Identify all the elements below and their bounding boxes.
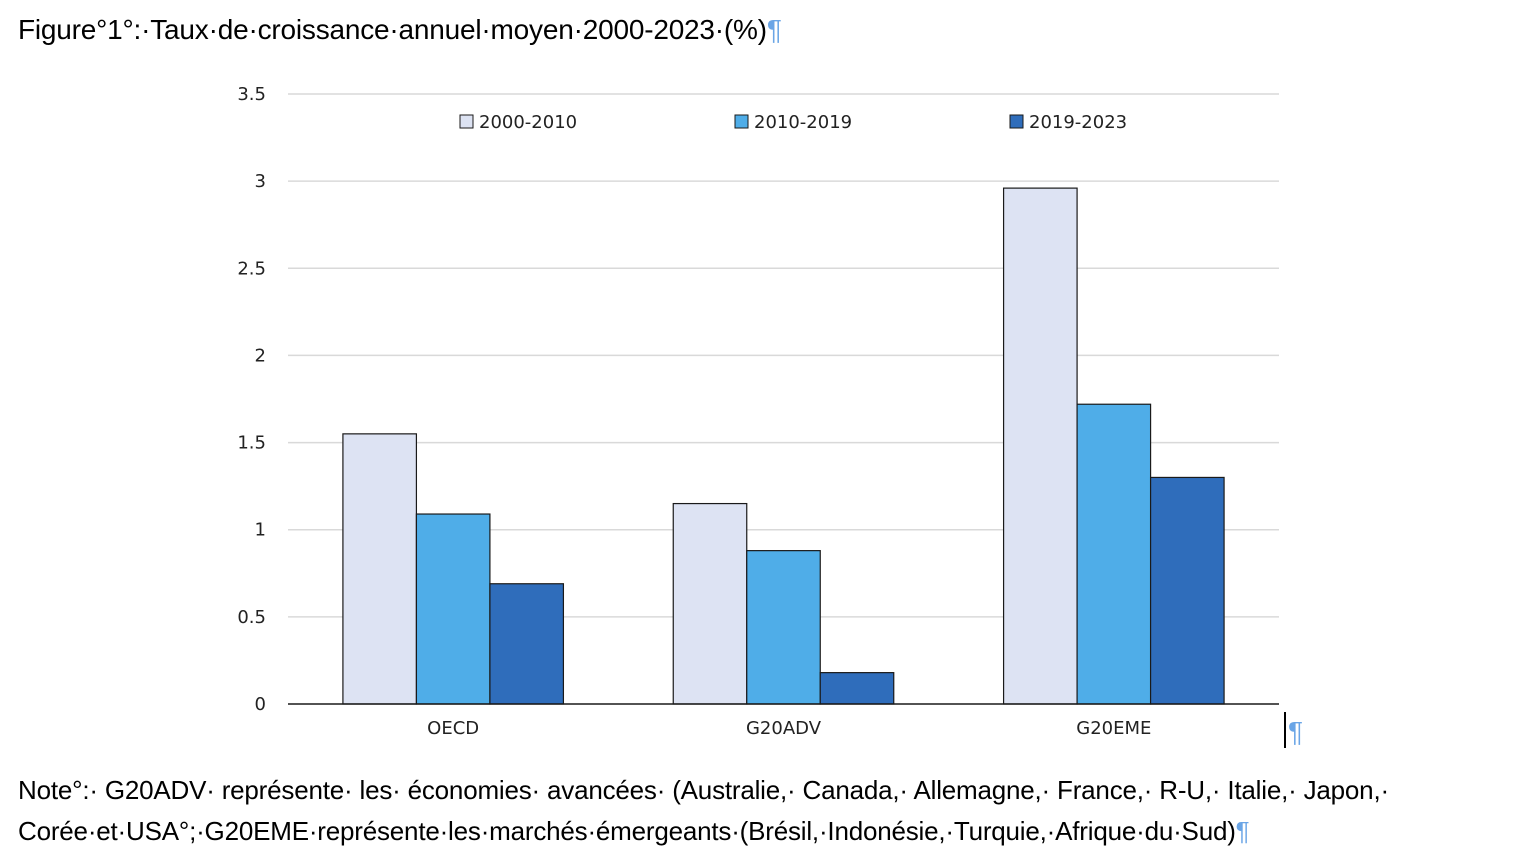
bar-chart: 0 0.5 1 1.5 2 2.5 3 3.5 OECD G20ADV G20EME 2000-2… — [237, 84, 1279, 739]
x-category-label: OECD — [427, 718, 479, 739]
legend-label: 2000-2010 — [479, 112, 577, 133]
bar-g20adv-2019-2023 — [819, 672, 895, 705]
bar-g20eme-2000-2010 — [1002, 187, 1078, 705]
legend-item: 2010-2019 — [734, 112, 852, 133]
bar-oecd-2010-2019 — [415, 513, 491, 705]
text-cursor — [1284, 712, 1286, 748]
legend-item: 2019-2023 — [1009, 112, 1127, 133]
figure-title: Figure°1°:·Taux·de·croissance·annuel·moy… — [18, 14, 782, 46]
bar-oecd-2000-2010 — [342, 433, 418, 705]
y-tick-label: 0.5 — [237, 607, 266, 628]
bar-oecd-2019-2023 — [489, 583, 565, 705]
bar-g20adv-2000-2010 — [672, 502, 748, 705]
x-category-label: G20EME — [1076, 718, 1151, 739]
note-line-2: Corée·et·USA°;·G20EME·représente·les·mar… — [18, 816, 1236, 846]
bar-g20eme-2010-2019 — [1076, 403, 1152, 705]
chart-bars — [342, 187, 1225, 705]
paragraph-mark-icon: ¶ — [1288, 716, 1304, 747]
y-tick-label: 1.5 — [237, 433, 266, 454]
legend-swatch — [734, 114, 749, 129]
y-tick-label: 2.5 — [237, 258, 266, 279]
legend-item: 2000-2010 — [459, 112, 577, 133]
legend-swatch — [1009, 114, 1024, 129]
chart-legend: 2000-2010 2010-2019 2019-2023 — [459, 112, 1127, 133]
y-tick-label: 3.5 — [237, 84, 266, 105]
y-axis-tick-labels: 0 0.5 1 1.5 2 2.5 3 3.5 — [237, 84, 266, 715]
y-tick-label: 3 — [255, 171, 266, 192]
y-tick-label: 0 — [255, 694, 266, 715]
legend-label: 2010-2019 — [754, 112, 852, 133]
figure-title-text: Figure°1°:·Taux·de·croissance·annuel·moy… — [18, 14, 767, 45]
legend-label: 2019-2023 — [1029, 112, 1127, 133]
note-line-1: Note°:· G20ADV· représente· les· économi… — [18, 775, 1389, 805]
paragraph-mark-icon: ¶ — [766, 14, 782, 45]
y-tick-label: 2 — [255, 345, 266, 366]
paragraph-mark-icon: ¶ — [1235, 816, 1250, 846]
bar-g20adv-2010-2019 — [746, 550, 821, 705]
x-category-label: G20ADV — [746, 718, 822, 739]
legend-swatch — [459, 114, 474, 129]
y-tick-label: 1 — [255, 520, 266, 541]
figure-note: Note°:· G20ADV· représente· les· économi… — [18, 770, 1508, 852]
bar-g20eme-2019-2023 — [1149, 476, 1225, 705]
x-axis-category-labels: OECD G20ADV G20EME — [427, 718, 1151, 739]
